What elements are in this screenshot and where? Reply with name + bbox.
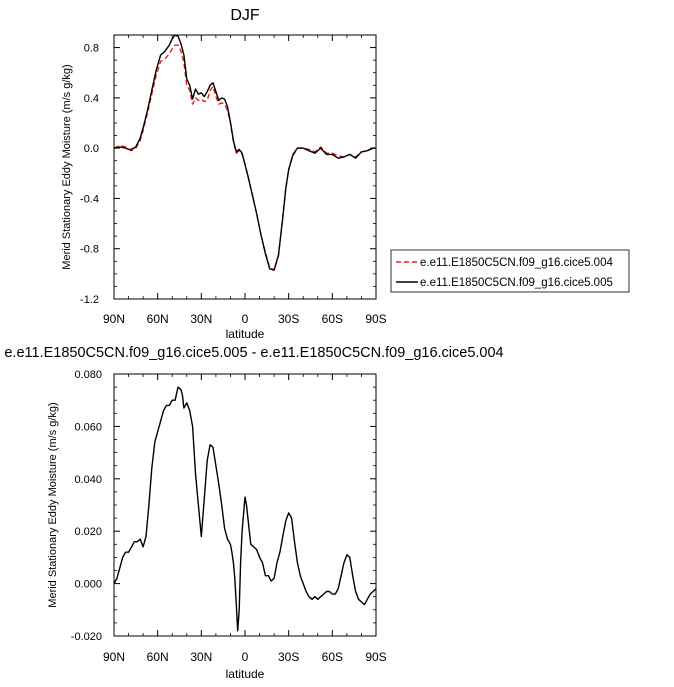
difference-x-tick-labels: 90N 60N 30N 0 30S 60S 90S	[103, 650, 387, 664]
difference-y-tick-label: 0.000	[74, 579, 102, 591]
difference-y-tick-label: 0.060	[74, 421, 102, 433]
djf-y-tick-label: -0.4	[80, 193, 99, 205]
djf-y-tick-label: 0.4	[84, 93, 99, 105]
djf-title: DJF	[230, 7, 260, 24]
difference-panel: e.e11.E1850C5CN.f09_g16.cice5.005 - e.e1…	[4, 345, 503, 681]
difference-x-tick-label: 90S	[365, 650, 386, 664]
djf-series-lines	[113, 34, 376, 271]
djf-y-axis-label: Merid Stationary Eddy Moisture (m/s g/kg…	[61, 64, 73, 269]
legend-box	[390, 249, 630, 293]
djf-x-tick-label: 60N	[147, 312, 169, 326]
djf-x-tick-label: 60S	[322, 312, 343, 326]
difference-x-tick-label: 0	[242, 650, 249, 664]
difference-y-tick-label: -0.020	[71, 631, 102, 643]
djf-plot-frame	[113, 34, 377, 300]
difference-y-tick-label: 0.040	[74, 474, 102, 486]
djf-y-tick-label: 0.8	[84, 43, 99, 55]
djf-y-tick-label: -1.2	[80, 294, 99, 306]
difference-y-axis-label: Merid Stationary Eddy Moisture (m/s g/kg…	[47, 402, 59, 607]
difference-title: e.e11.E1850C5CN.f09_g16.cice5.005 - e.e1…	[4, 345, 503, 361]
difference-x-axis-label: latitude	[226, 667, 265, 681]
djf-y-tick-labels: -1.2 -0.8 -0.4 0.0 0.4 0.8	[80, 43, 99, 306]
djf-y-tick-label: -0.8	[80, 244, 99, 256]
difference-x-tick-label: 60S	[322, 650, 343, 664]
difference-x-tick-label: 60N	[147, 650, 169, 664]
difference-x-tick-label: 90N	[103, 650, 125, 664]
djf-legend: e.e11.E1850C5CN.f09_g16.cice5.004 e.e11.…	[390, 249, 630, 293]
djf-panel: DJF -1.2 -0.8 -0.4 0.0 0.4 0.8 90N 60N 30N 0 30S 6…	[61, 7, 630, 341]
djf-y-tick-label: 0.0	[84, 143, 99, 155]
djf-x-axis-label: latitude	[226, 327, 265, 341]
djf-x-tick-label: 30S	[278, 312, 299, 326]
difference-y-tick-labels: -0.020 0.000 0.020 0.040 0.060 0.080	[71, 369, 102, 643]
difference-series-line-0	[113, 386, 377, 632]
legend-label-004: e.e11.E1850C5CN.f09_g16.cice5.004	[420, 257, 613, 269]
djf-series-line-0	[113, 44, 376, 271]
difference-x-tick-label: 30S	[278, 650, 299, 664]
djf-series-line-1	[113, 34, 376, 271]
difference-series-lines	[113, 386, 377, 632]
djf-x-tick-label: 90S	[365, 312, 386, 326]
djf-x-tick-label: 0	[242, 312, 249, 326]
legend-label-005: e.e11.E1850C5CN.f09_g16.cice5.005	[420, 277, 613, 289]
difference-y-tick-label: 0.080	[74, 369, 102, 381]
djf-x-tick-label: 90N	[103, 312, 125, 326]
difference-x-tick-label: 30N	[190, 650, 212, 664]
djf-x-tick-label: 30N	[190, 312, 212, 326]
djf-x-tick-labels: 90N 60N 30N 0 30S 60S 90S	[103, 312, 387, 326]
difference-plot-frame	[113, 373, 377, 637]
difference-y-tick-label: 0.020	[74, 526, 102, 538]
